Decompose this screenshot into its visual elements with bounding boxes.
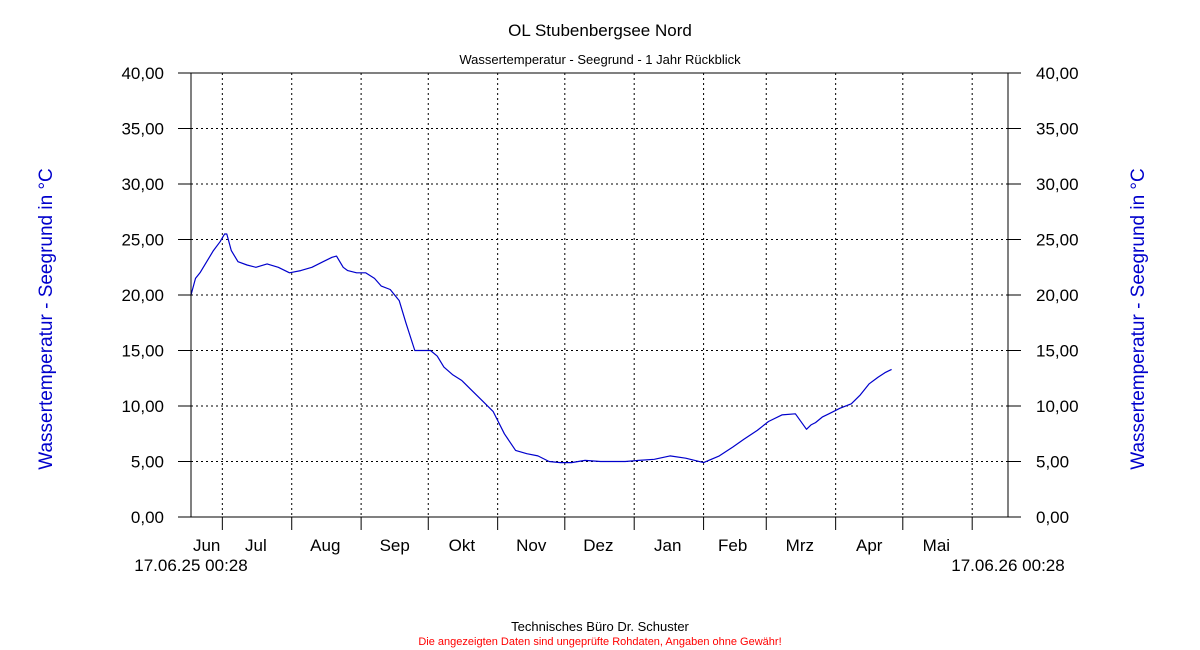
x-tick-label: Jun: [193, 536, 220, 555]
y-axis-title-left: Wassertemperatur - Seegrund in °C: [36, 168, 57, 470]
y-axis-right: 0,00 5,00 10,00 15,00 20,00 25,00 30,00 35,00 40…: [1036, 64, 1079, 527]
x-tick-label: Jul: [245, 536, 267, 555]
footer-disclaimer: Die angezeigten Daten sind ungeprüfte Ro…: [418, 636, 781, 648]
y-tick-label-left: 40,00: [121, 64, 164, 83]
y-tick-label-right: 40,00: [1036, 64, 1079, 83]
y-tick-label-left: 30,00: [121, 175, 164, 194]
y-tick-label-right: 30,00: [1036, 175, 1079, 194]
y-tick-label-left: 35,00: [121, 120, 164, 139]
y-tick-label-left: 0,00: [131, 508, 164, 527]
plot-frame: [190, 72, 1009, 518]
y-tick-label-left: 5,00: [131, 453, 164, 472]
x-tick-label: Dez: [583, 536, 613, 555]
x-tick-label: Aug: [310, 536, 340, 555]
x-tick-label: Apr: [856, 536, 883, 555]
y-tick-label-right: 25,00: [1036, 231, 1079, 250]
x-start-label: 17.06.25 00:28: [134, 556, 247, 575]
y-tick-label-right: 0,00: [1036, 508, 1069, 527]
chart-title: OL Stubenbergsee Nord: [508, 21, 692, 40]
plot-area: [190, 233, 892, 464]
x-tick-label: Okt: [449, 536, 476, 555]
y-tick-label-left: 20,00: [121, 286, 164, 305]
chart-subtitle: Wassertemperatur - Seegrund - 1 Jahr Rüc…: [459, 52, 741, 67]
y-tick-label-left: 25,00: [121, 231, 164, 250]
y-tick-label-right: 15,00: [1036, 342, 1079, 361]
x-tick-label: Mrz: [786, 536, 814, 555]
y-tick-label-left: 10,00: [121, 397, 164, 416]
x-tick-label: Feb: [718, 536, 747, 555]
y-axis-left: 0,00 5,00 10,00 15,00 20,00 25,00 30,00 35,00 40…: [121, 64, 164, 527]
footer-company: Technisches Büro Dr. Schuster: [511, 619, 689, 634]
y-tick-label-right: 10,00: [1036, 397, 1079, 416]
x-axis: Jun Jul Aug Sep Okt Nov Dez Jan Feb Mrz Apr Mai: [193, 536, 950, 555]
grid: [191, 73, 1008, 517]
y-axis-title-right: Wassertemperatur - Seegrund in °C: [1128, 168, 1149, 470]
x-end-label: 17.06.26 00:28: [951, 556, 1064, 575]
x-tick-label: Sep: [380, 536, 410, 555]
y-tick-label-right: 35,00: [1036, 120, 1079, 139]
x-tick-label: Jan: [654, 536, 681, 555]
x-tick-label: Nov: [516, 536, 547, 555]
y-tick-label-left: 15,00: [121, 342, 164, 361]
y-tick-label-right: 5,00: [1036, 453, 1069, 472]
series-line: [190, 233, 892, 464]
y-tick-label-right: 20,00: [1036, 286, 1079, 305]
x-tick-label: Mai: [923, 536, 950, 555]
